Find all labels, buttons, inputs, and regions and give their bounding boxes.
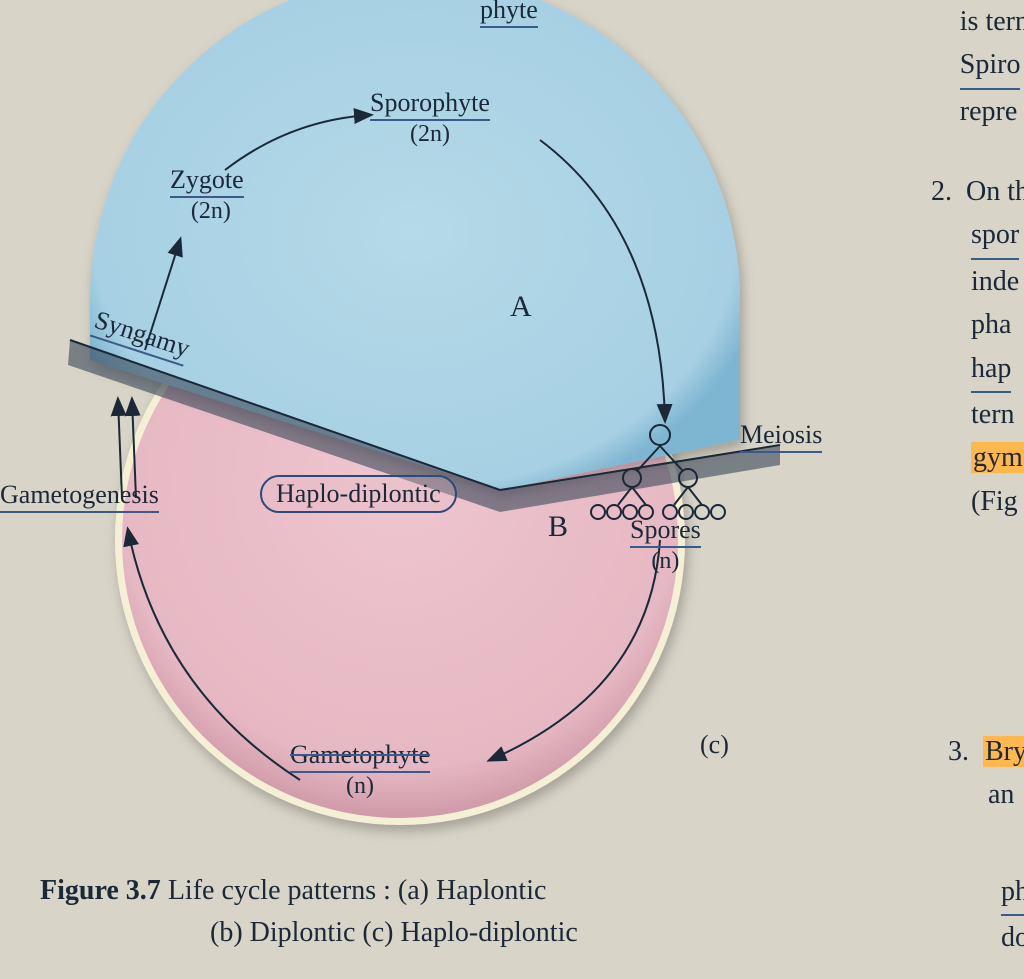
- label-gametophyte: Gametophyte (n): [290, 740, 430, 800]
- right-text-2: 2. On th spor inde pha hap tern gym (Fig: [971, 170, 1024, 523]
- lifecycle-diagram: Sporophyte (2n) Zygote (2n) Syngamy A B …: [0, 0, 820, 850]
- label-haplodiplontic: Haplo-diplontic: [260, 475, 457, 513]
- label-zone-b: B: [548, 510, 568, 544]
- label-sub-c: (c): [700, 730, 729, 760]
- label-top-partial: phyte: [480, 0, 538, 28]
- label-zone-a: A: [510, 290, 532, 324]
- right-text-1: is tern Spiro repre: [960, 0, 1024, 133]
- figure-caption: Figure 3.7 Life cycle patterns : (a) Hap…: [40, 870, 840, 954]
- label-spores: Spores (n): [630, 515, 701, 575]
- right-text-3: 3. Bry an: [988, 730, 1024, 817]
- right-text-4: ph do: [1001, 870, 1024, 960]
- label-meiosis: Meiosis: [740, 420, 822, 453]
- label-gametogenesis: Gametogenesis: [0, 480, 159, 513]
- label-zygote: Zygote (2n): [170, 165, 244, 225]
- label-sporophyte: Sporophyte (2n): [370, 88, 490, 148]
